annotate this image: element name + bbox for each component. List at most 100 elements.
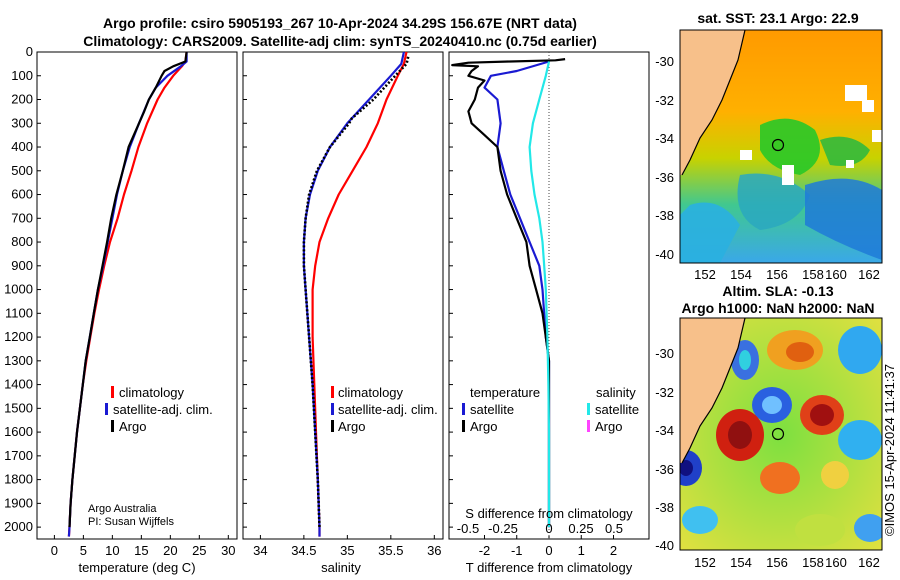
- sst-xtick-5: 160: [825, 267, 847, 282]
- depth-tick-500: 500: [11, 163, 33, 178]
- difference-profile-xtick-0: 0: [545, 543, 552, 558]
- legend-argo-swatch: [111, 420, 114, 432]
- sst-ytick-5: -38: [655, 208, 674, 223]
- legend-s-argo2-label: Argo: [595, 419, 622, 434]
- depth-tick-1300: 1300: [4, 353, 33, 368]
- depth-tick-1600: 1600: [4, 424, 33, 439]
- sla-xtick-5: 160: [825, 555, 847, 570]
- salinity-chart: 34 34.5 35 35.5 36: [253, 51, 442, 558]
- difference-legend: temperature satellite Argo salinity sate…: [462, 385, 639, 434]
- sst-map-frame: [679, 29, 883, 264]
- depth-axis: 0 100 200 300 400 500 600 700 800 900 1000 1100 1200…: [4, 44, 453, 534]
- sla-ytick-5: -38: [655, 500, 674, 515]
- depth-tick-900: 900: [11, 258, 33, 273]
- sla-ytick-6: -40: [655, 538, 674, 553]
- depth-tick-1500: 1500: [4, 400, 33, 415]
- temperature-profile-series-2: [68, 51, 188, 528]
- salinity-profile-xtick-35: 35: [340, 543, 354, 558]
- legend-t-argo-swatch: [462, 420, 465, 432]
- legend-s-clim-swatch: [331, 386, 334, 398]
- difference-profile-xtick--2: -2: [479, 543, 491, 558]
- sst-xtick-4: 158: [802, 267, 824, 282]
- legend-clim-label: climatology: [119, 385, 185, 400]
- temperature-chart: 0 5 10 15 20 25 30: [51, 51, 236, 558]
- s-tick-5: 0.5: [605, 521, 623, 536]
- difference-chart: -2 -1 0 1 2: [451, 52, 617, 558]
- sst-ytick-1: -30: [655, 54, 674, 69]
- sst-xtick-3: 156: [766, 267, 788, 282]
- sla-ytick-4: -36: [655, 462, 674, 477]
- legend-sat-swatch: [105, 403, 108, 415]
- depth-tick-0: 0: [26, 44, 33, 59]
- legend-s-sat2-label: satellite: [595, 402, 639, 417]
- depth-tick-2000: 2000: [4, 519, 33, 534]
- sst-xtick-6: 162: [858, 267, 880, 282]
- salinity-profile-series-2: [302, 56, 410, 528]
- salinity-profile-xtick-35.5: 35.5: [378, 543, 403, 558]
- legend-salinity-title: salinity: [596, 385, 636, 400]
- salinity-legend: climatology satellite-adj. clim. Argo: [331, 385, 438, 434]
- depth-tick-1900: 1900: [4, 495, 33, 510]
- legend-temperature-title: temperature: [470, 385, 540, 400]
- difference-profile-series-2: [528, 61, 551, 528]
- sst-xtick-1: 152: [694, 267, 716, 282]
- sla-xtick-1: 152: [694, 555, 716, 570]
- sla-map-yticks: -30 -32 -34 -36 -38 -40: [655, 346, 674, 553]
- temperature-profile-xtick-20: 20: [163, 543, 177, 558]
- salinity-profile-series-0: [311, 51, 408, 537]
- sla-map-subtitle: Argo h1000: NaN h2000: NaN: [682, 300, 875, 316]
- depth-tick-300: 300: [11, 115, 33, 130]
- depth-tick-700: 700: [11, 210, 33, 225]
- sla-map-xticks: 152 154 156 158 160 162: [694, 555, 880, 570]
- sla-xtick-2: 154: [730, 555, 752, 570]
- credit-line2: PI: Susan Wijffels: [88, 516, 174, 528]
- sla-argo-marker: [771, 427, 785, 441]
- legend-s-argo-swatch: [331, 420, 334, 432]
- legend-s-sat-label: satellite-adj. clim.: [338, 402, 438, 417]
- legend-s-argo-label: Argo: [338, 419, 365, 434]
- sla-map-title: Altim. SLA: -0.13: [722, 283, 833, 299]
- s-tick-1: -0.5: [457, 521, 479, 536]
- sst-ytick-3: -34: [655, 131, 674, 146]
- difference-profile-xtick-1: 1: [578, 543, 585, 558]
- legend-sat-label: satellite-adj. clim.: [113, 402, 213, 417]
- sst-ytick-2: -32: [655, 93, 674, 108]
- sla-ytick-2: -32: [655, 385, 674, 400]
- depth-tick-1200: 1200: [4, 329, 33, 344]
- difference-xlabel: T difference from climatology: [466, 560, 633, 575]
- title-line2: Climatology: CARS2009. Satellite-adj cli…: [83, 33, 597, 49]
- depth-tick-1800: 1800: [4, 472, 33, 487]
- copyright-label: ©IMOS 15-Apr-2024 11:41:37: [882, 364, 897, 536]
- s-tick-2: -0.25: [488, 521, 518, 536]
- sla-ytick-1: -30: [655, 346, 674, 361]
- legend-s-clim-label: climatology: [338, 385, 404, 400]
- sla-map-image: [680, 318, 882, 550]
- legend-argo-label: Argo: [119, 419, 146, 434]
- sla-xtick-4: 158: [802, 555, 824, 570]
- legend-t-argo-label: Argo: [470, 419, 497, 434]
- temperature-profile-xtick-25: 25: [192, 543, 206, 558]
- depth-tick-1400: 1400: [4, 377, 33, 392]
- s-difference-ticks: -0.5 -0.25 0 0.25 0.5: [457, 521, 623, 536]
- depth-tick-600: 600: [11, 187, 33, 202]
- legend-s-sat-swatch: [331, 403, 334, 415]
- sst-ytick-4: -36: [655, 170, 674, 185]
- salinity-profile-xtick-34.5: 34.5: [291, 543, 316, 558]
- depth-tick-1100: 1100: [5, 305, 33, 320]
- temperature-profile-series-1: [67, 52, 188, 537]
- sla-xtick-6: 162: [858, 555, 880, 570]
- depth-tick-1700: 1700: [4, 448, 33, 463]
- credit-line1: Argo Australia: [88, 503, 157, 515]
- temperature-profile-series-0: [67, 51, 188, 537]
- temperature-profile-xtick-10: 10: [105, 543, 119, 558]
- difference-profile-series-0: [483, 60, 551, 528]
- sst-map-image: [680, 30, 882, 263]
- legend-t-sat-swatch: [462, 403, 465, 415]
- legend-t-sat-label: satellite: [470, 402, 514, 417]
- temperature-profile-xtick-15: 15: [134, 543, 148, 558]
- depth-tick-1000: 1000: [4, 282, 33, 297]
- sst-ytick-6: -40: [655, 247, 674, 262]
- temperature-panel: [36, 51, 238, 540]
- salinity-xlabel: salinity: [321, 560, 361, 575]
